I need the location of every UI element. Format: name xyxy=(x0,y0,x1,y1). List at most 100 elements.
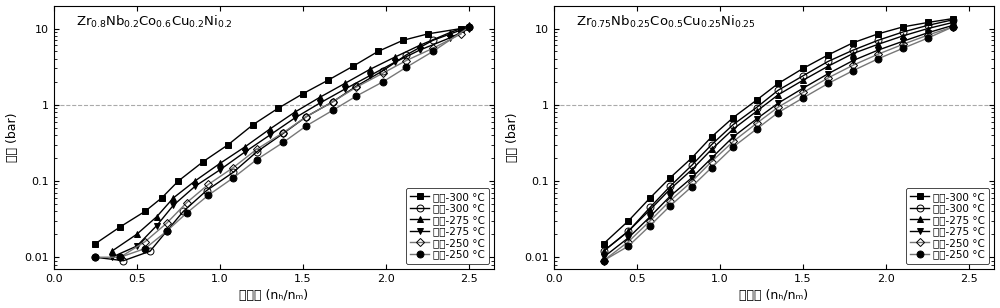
放氢-300 °C xyxy=(372,50,384,53)
Line: 放氢-275 °C: 放氢-275 °C xyxy=(108,22,473,255)
放氢-275 °C xyxy=(364,68,376,71)
Line: 放氢-300 °C: 放氢-300 °C xyxy=(600,15,956,247)
放氢-300 °C xyxy=(922,21,934,24)
吸氢-275 °C xyxy=(706,156,718,160)
吸氢-275 °C xyxy=(189,184,201,188)
吸氢-275 °C xyxy=(414,48,426,52)
吸氢-300 °C xyxy=(598,249,610,253)
放氢-300 °C xyxy=(156,196,168,200)
吸氢-275 °C xyxy=(897,39,909,43)
放氢-275 °C xyxy=(389,55,401,59)
吸氢-300 °C xyxy=(822,59,834,63)
放氢-275 °C xyxy=(847,52,859,55)
放氢-300 °C xyxy=(772,82,784,85)
放氢-300 °C xyxy=(322,78,334,82)
放氢-275 °C xyxy=(444,31,456,34)
吸氢-275 °C xyxy=(389,60,401,64)
吸氢-250 °C xyxy=(897,47,909,50)
吸氢-300 °C xyxy=(644,205,656,209)
放氢-250 °C xyxy=(327,100,339,103)
吸氢-300 °C xyxy=(161,229,173,233)
吸氢-250 °C xyxy=(797,96,809,100)
吸氢-275 °C xyxy=(947,23,959,27)
吸氢-300 °C xyxy=(897,30,909,34)
放氢-250 °C xyxy=(181,201,193,205)
放氢-250 °C xyxy=(161,221,173,225)
吸氢-300 °C xyxy=(751,106,763,109)
放氢-275 °C xyxy=(151,215,163,219)
Line: 放氢-300 °C: 放氢-300 °C xyxy=(92,25,465,247)
放氢-275 °C xyxy=(664,187,676,191)
放氢-275 °C xyxy=(622,229,634,233)
放氢-300 °C xyxy=(622,219,634,223)
放氢-300 °C xyxy=(664,176,676,180)
吸氢-250 °C xyxy=(277,141,289,144)
吸氢-250 °C xyxy=(847,69,859,72)
放氢-275 °C xyxy=(339,82,351,85)
放氢-250 °C xyxy=(872,52,884,56)
放氢-250 °C xyxy=(598,259,610,262)
放氢-275 °C xyxy=(131,233,143,236)
吸氢-250 °C xyxy=(463,25,475,29)
放氢-275 °C xyxy=(706,148,718,151)
吸氢-250 °C xyxy=(377,80,389,84)
放氢-300 °C xyxy=(706,135,718,139)
吸氢-300 °C xyxy=(89,255,101,259)
放氢-300 °C xyxy=(847,41,859,45)
吸氢-275 °C xyxy=(686,176,698,180)
Line: 吸氢-300 °C: 吸氢-300 °C xyxy=(92,23,473,264)
放氢-300 °C xyxy=(751,98,763,102)
吸氢-250 °C xyxy=(114,255,126,259)
吸氢-300 °C xyxy=(177,209,189,213)
放氢-250 °C xyxy=(686,180,698,184)
吸氢-250 °C xyxy=(161,229,173,233)
吸氢-250 °C xyxy=(227,176,239,180)
吸氢-275 °C xyxy=(922,31,934,34)
吸氢-300 °C xyxy=(117,259,129,262)
Line: 放氢-250 °C: 放氢-250 °C xyxy=(117,31,464,260)
吸氢-300 °C xyxy=(277,132,289,135)
Text: $\mathrm{Zr_{0.8}Nb_{0.2}Co_{0.6}Cu_{0.2}Ni_{0.2}}$: $\mathrm{Zr_{0.8}Nb_{0.2}Co_{0.6}Cu_{0.2… xyxy=(76,14,232,30)
吸氢-250 °C xyxy=(598,259,610,262)
放氢-275 °C xyxy=(167,196,179,200)
放氢-250 °C xyxy=(922,33,934,37)
吸氢-275 °C xyxy=(131,244,143,248)
放氢-300 °C xyxy=(727,116,739,120)
吸氢-300 °C xyxy=(463,25,475,29)
放氢-300 °C xyxy=(644,196,656,200)
吸氢-250 °C xyxy=(751,127,763,131)
Line: 吸氢-275 °C: 吸氢-275 °C xyxy=(108,25,473,261)
放氢-250 °C xyxy=(622,240,634,244)
吸氢-300 °C xyxy=(922,23,934,27)
放氢-275 °C xyxy=(289,110,301,114)
放氢-275 °C xyxy=(314,95,326,99)
吸氢-300 °C xyxy=(377,69,389,72)
放氢-275 °C xyxy=(922,27,934,30)
吸氢-250 °C xyxy=(139,247,151,250)
放氢-250 °C xyxy=(797,91,809,94)
吸氢-275 °C xyxy=(339,87,351,91)
吸氢-250 °C xyxy=(664,204,676,208)
吸氢-275 °C xyxy=(463,27,475,30)
放氢-250 °C xyxy=(455,32,467,36)
吸氢-250 °C xyxy=(772,111,784,114)
放氢-275 °C xyxy=(106,249,118,253)
放氢-300 °C xyxy=(598,242,610,246)
吸氢-250 °C xyxy=(922,36,934,40)
吸氢-275 °C xyxy=(151,224,163,227)
吸氢-275 °C xyxy=(214,168,226,172)
放氢-250 °C xyxy=(822,76,834,80)
放氢-300 °C xyxy=(297,92,309,95)
放氢-275 °C xyxy=(414,43,426,47)
放氢-300 °C xyxy=(455,27,467,30)
Line: 放氢-275 °C: 放氢-275 °C xyxy=(600,19,956,255)
放氢-300 °C xyxy=(272,106,284,110)
吸氢-250 °C xyxy=(202,193,214,197)
吸氢-250 °C xyxy=(706,166,718,169)
吸氢-250 °C xyxy=(400,65,412,69)
吸氢-275 °C xyxy=(598,255,610,259)
吸氢-300 °C xyxy=(400,53,412,57)
放氢-275 °C xyxy=(797,78,809,82)
放氢-250 °C xyxy=(227,166,239,169)
吸氢-275 °C xyxy=(797,86,809,90)
